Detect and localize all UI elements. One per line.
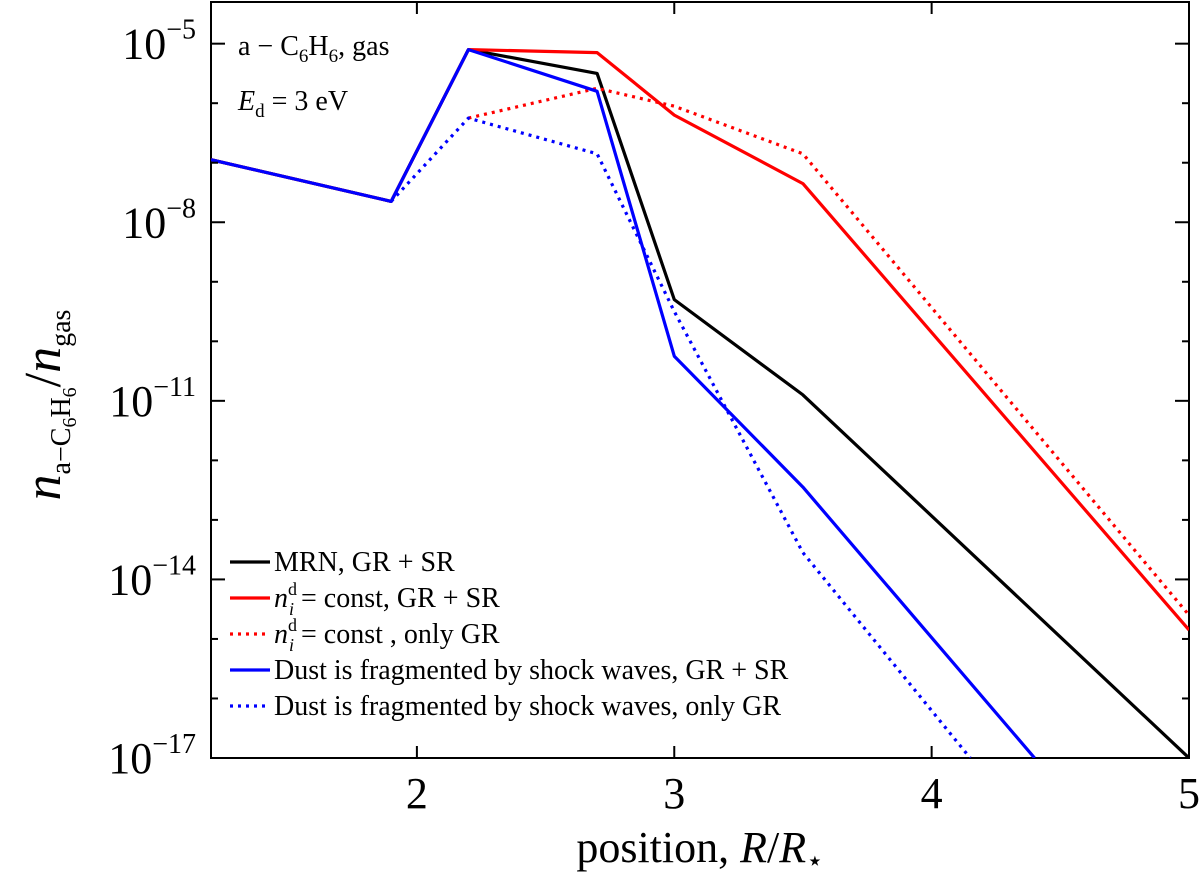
x-tick-label-2: 4 (921, 769, 943, 818)
y-tick-label-4: 10−5 (122, 15, 196, 69)
y-tick-label-1: 10−14 (108, 550, 196, 604)
x-axis-title-R: R (739, 823, 767, 872)
legend-label-2: nd i = const , only GR (274, 615, 500, 655)
legend-label-1: nd i = const, GR + SR (274, 579, 500, 619)
legend-label-0: MRN, GR + SR (274, 547, 455, 578)
series-line-0 (211, 47, 1189, 758)
x-axis-title-pre: position, (576, 823, 740, 872)
y-tick-label-0: 10−17 (108, 729, 196, 783)
x-tick-label-0: 2 (406, 769, 428, 818)
series-line-3 (211, 47, 1036, 758)
y-axis-title-sub6b: 6 (59, 387, 81, 397)
annotation-energy-sub: d (255, 101, 265, 122)
tick-layer: 2 3 4 5 10−17 10−14 10−11 10−8 10−5 (108, 2, 1200, 818)
x-tick-label-3: 5 (1178, 769, 1200, 818)
x-axis-title-star: ⋆ (806, 846, 824, 877)
y-axis-title-n2: n (15, 347, 72, 373)
y-axis-title-sub2: gas (46, 310, 77, 347)
x-axis-title: position, R/R⋆ (576, 823, 823, 877)
annotation-energy-sym: E (237, 86, 255, 117)
y-axis-title-n: n (15, 474, 72, 500)
series-line-2 (468, 86, 1189, 617)
y-axis-title-subH: H (46, 397, 77, 417)
y-axis-title: na−C6H6/ngas (15, 310, 81, 501)
y-tick-label-3: 10−8 (122, 193, 196, 247)
annotation-energy-rest: = 3 eV (265, 86, 348, 117)
series-line-1 (211, 47, 1189, 632)
annotation-species-post: , gas (338, 31, 389, 62)
annotation-species-pre: a − C (238, 31, 299, 62)
y-tick-label-2: 10−11 (109, 372, 196, 426)
series-layer (211, 47, 1189, 758)
annotation-energy: Ed = 3 eV (237, 86, 348, 122)
y-axis-title-sub: a−C (46, 428, 77, 475)
annotation-species-sub1: 6 (299, 46, 309, 67)
y-axis-title-slash: / (15, 372, 72, 387)
x-axis-title-slash: / (767, 823, 780, 872)
annotation-species-mid: H (308, 31, 328, 62)
y-axis-title-sub6a: 6 (59, 418, 81, 428)
legend-label-4: Dust is fragmented by shock waves, only … (274, 691, 781, 722)
annotation-species: a − C6H6, gas (238, 31, 389, 67)
x-tick-label-1: 3 (663, 769, 685, 818)
x-axis-title-R2: R (778, 823, 806, 872)
annotation-species-sub2: 6 (329, 46, 339, 67)
legend-label-3: Dust is fragmented by shock waves, GR + … (274, 655, 789, 686)
plot-frame (210, 1, 1190, 759)
